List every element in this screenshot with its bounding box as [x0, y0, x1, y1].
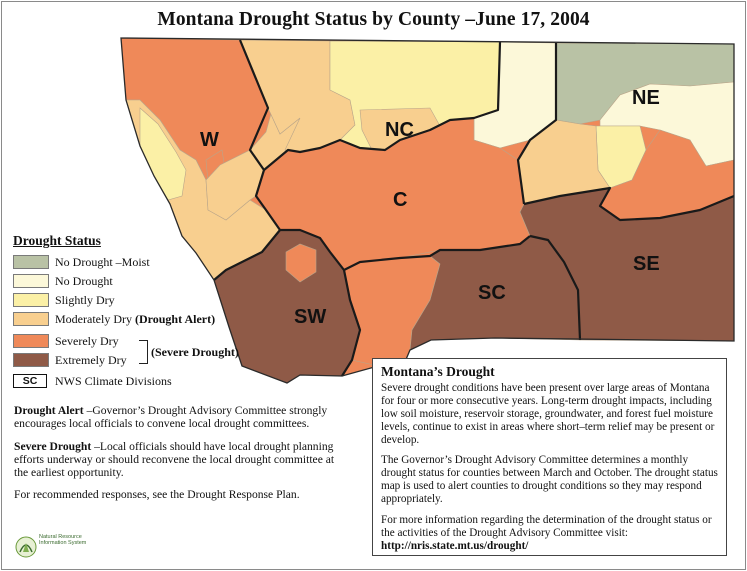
division-boundary-sw-sc [341, 269, 362, 377]
division-label-se: SE [633, 253, 660, 275]
division-boundary-sc-se [529, 234, 582, 341]
notes: Drought Alert –Governor’s Drought Adviso… [14, 404, 344, 511]
legend-label: No Drought [55, 274, 113, 288]
infobox-title: Montana’s Drought [381, 364, 495, 379]
state-outline [120, 37, 735, 384]
division-label-w: W [200, 129, 219, 151]
legend-title: Drought Status [13, 233, 101, 248]
severe-drought-note: Severe Drought –Local officials should h… [14, 440, 344, 480]
infobox-paragraph-1: Severe drought conditions have been pres… [381, 381, 715, 446]
division-boundary-nc-ne [516, 43, 558, 205]
infobox-paragraph-3: For more information regarding the deter… [381, 514, 712, 539]
legend-label-main: Moderately Dry [55, 312, 132, 326]
nris-logo: Natural Resource Information System [14, 534, 104, 564]
drought-alert-text: –Governor’s Drought Advisory Committee s… [14, 404, 328, 431]
drought-alert-note: Drought Alert –Governor’s Drought Adviso… [14, 404, 344, 431]
map-title: Montana Drought Status by County –June 1… [157, 9, 590, 30]
legend-label: Moderately Dry (Drought Alert) [55, 312, 215, 327]
severe-drought-term: Severe Drought [14, 439, 92, 453]
division-boundary-nc-c [263, 41, 502, 171]
division-label-sc: SC [478, 282, 506, 304]
drought-alert-term: Drought Alert [14, 404, 84, 417]
division-boundary-w [213, 39, 282, 281]
sw-region-severe [285, 243, 317, 283]
legend-swatch [13, 293, 49, 307]
nris-logo-text: Natural Resource Information System [39, 534, 87, 546]
legend: Drought Status No Drought –Moist No Drou… [13, 233, 343, 388]
legend-swatch [13, 334, 49, 348]
legend-label: NWS Climate Divisions [55, 374, 172, 388]
legend-label: Severely Dry [55, 334, 119, 348]
montana-drought-infobox: Montana’s Drought Severe drought conditi… [372, 358, 727, 556]
response-note: For recommended responses, see the Droug… [14, 488, 300, 502]
legend-swatch [13, 255, 49, 269]
legend-swatch [13, 274, 49, 288]
severe-drought-bracket [139, 340, 148, 364]
legend-swatch [13, 353, 49, 367]
division-boundary-c-south [280, 228, 531, 272]
sc-box-icon: SC [13, 374, 47, 388]
legend-label: Extremely Dry [55, 353, 127, 367]
severe-drought-text: –Local officials should have local droug… [14, 439, 335, 480]
division-label-c: C [393, 189, 407, 211]
drought-url-link[interactable]: http://nris.state.mt.us/drought/ [381, 539, 529, 552]
severe-drought-label: (Severe Drought) [151, 345, 239, 359]
division-label-nc: NC [385, 119, 414, 141]
division-boundary-se [523, 186, 735, 222]
division-label-sw: SW [294, 306, 326, 328]
division-label-ne: NE [632, 87, 660, 109]
drought-alert-tag: (Drought Alert) [134, 312, 216, 326]
legend-label: No Drought –Moist [55, 255, 150, 269]
nris-logo-icon [15, 536, 37, 558]
infobox-paragraph-2: The Governor’s Drought Advisory Committe… [381, 454, 718, 506]
legend-label: Slightly Dry [55, 293, 115, 307]
legend-swatch [13, 312, 49, 326]
